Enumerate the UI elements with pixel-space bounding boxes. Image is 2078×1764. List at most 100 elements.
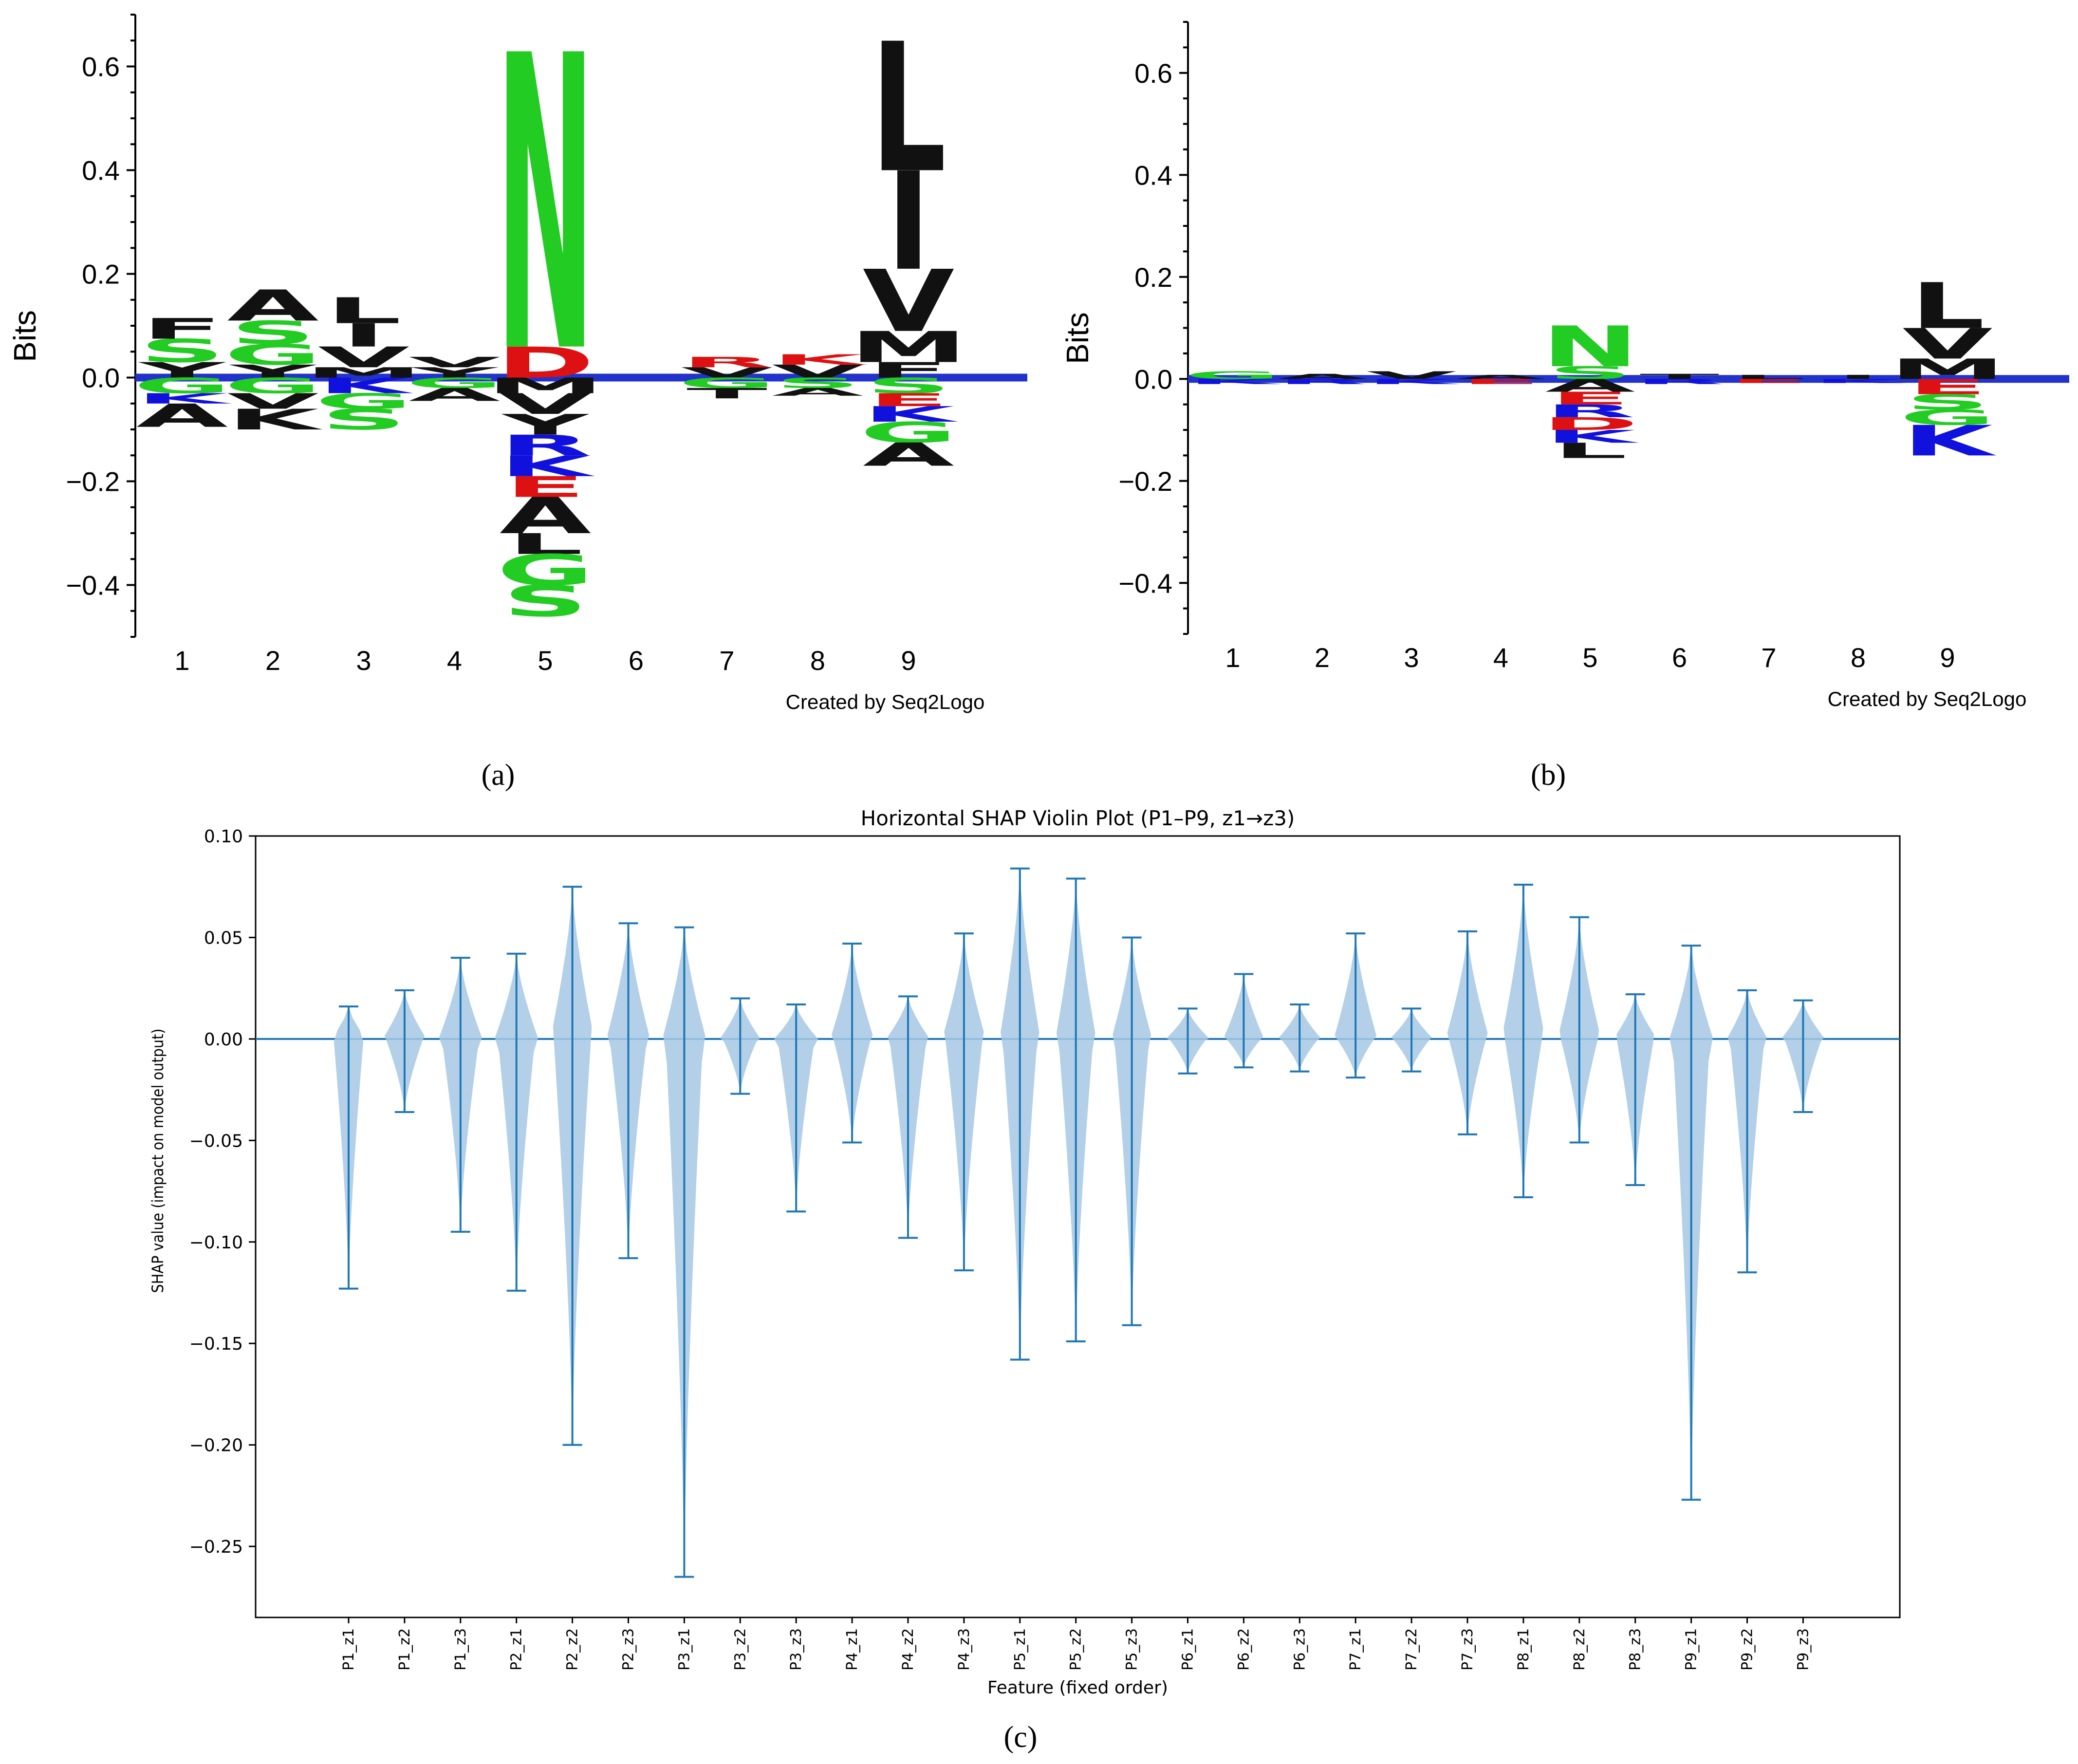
logo-letter: S <box>1548 363 1633 383</box>
logo-letter: K <box>1187 377 1281 386</box>
logo-letter: D <box>1542 414 1639 434</box>
x-tick-label: 1 <box>1225 642 1240 673</box>
logo-letter: G <box>224 373 322 398</box>
x-tick-label: P2_z1 <box>508 1628 525 1671</box>
logo-letter: S <box>230 315 315 352</box>
logo-letter: V <box>408 354 500 371</box>
logo-letter: K <box>1813 378 1908 384</box>
logo-letter: V <box>318 341 409 374</box>
logo-letter: E <box>1461 377 1541 386</box>
logo-letter: M <box>305 364 423 381</box>
logo-letter: A <box>1545 375 1635 396</box>
x-tick-label: P5_z3 <box>1124 1628 1141 1671</box>
logo-letter: G <box>224 338 322 371</box>
logo-letter: K <box>1902 417 1996 465</box>
logo-letter: A <box>772 386 863 398</box>
logo-letter: Y <box>138 358 226 383</box>
x-tick-label: P6_z2 <box>1235 1628 1252 1671</box>
logo-letter: E <box>1550 389 1630 409</box>
panel-label-c: (c) <box>1004 1721 1038 1754</box>
x-tick-label: 6 <box>629 645 644 676</box>
logo-letter: S <box>866 373 951 398</box>
logo-letter: V <box>681 364 773 381</box>
logo-letter: S <box>502 577 588 627</box>
logo-letter: V <box>1366 369 1456 381</box>
logo-letter: A <box>1277 372 1367 381</box>
x-tick-label: 8 <box>810 645 825 676</box>
y-tick-label: −0.05 <box>189 1131 243 1151</box>
x-tick-label: P9_z1 <box>1683 1628 1700 1671</box>
logo-letter: N <box>496 0 595 442</box>
x-tick-label: 9 <box>1940 642 1955 673</box>
x-tick-label: P1_z3 <box>452 1628 469 1671</box>
x-tick-label: P7_z1 <box>1347 1628 1364 1671</box>
x-tick-label: P4_z1 <box>844 1628 861 1671</box>
logo-letter: I <box>887 144 931 301</box>
logo-letter: G <box>860 416 957 449</box>
logo-letter: S <box>1906 390 1990 414</box>
logo-letter: S <box>139 333 224 370</box>
logo-letter: V <box>227 389 318 414</box>
x-tick-label: P5_z1 <box>1012 1628 1029 1671</box>
y-tick-label: 0.2 <box>1134 262 1172 293</box>
x-tick-label: 3 <box>1404 642 1419 673</box>
x-tick-label: 4 <box>447 645 462 676</box>
logo-letter: L <box>1732 374 1806 380</box>
logo-letter: L <box>871 6 946 213</box>
y-tick-label: −0.20 <box>189 1436 243 1456</box>
logo-letter: I <box>1837 374 1880 380</box>
x-tick-label: P5_z2 <box>1068 1628 1085 1671</box>
logo-letter: G <box>133 373 231 398</box>
logo-letter: K <box>500 450 595 483</box>
logo-letter: L <box>1911 270 1985 343</box>
logo-letter: R <box>681 354 772 371</box>
y-tick-label: 0.6 <box>1134 58 1172 89</box>
logo-letter: I <box>342 317 386 354</box>
logo-letter: S <box>775 375 860 391</box>
y-tick-label: 0.10 <box>204 827 243 847</box>
plot-frame <box>255 835 1901 1618</box>
logo-letter: V <box>863 252 954 352</box>
x-axis-label: Feature (fixed order) <box>987 1678 1168 1698</box>
logo-letter: L <box>1553 439 1628 463</box>
logo-letter: N <box>1541 315 1639 379</box>
y-tick-label: 0.0 <box>1134 364 1172 394</box>
logo-letter: G <box>315 389 412 414</box>
x-tick-label: P1_z1 <box>340 1628 357 1671</box>
logo-letter: R <box>500 429 591 462</box>
y-tick-label: 0.4 <box>1134 160 1172 190</box>
x-tick-label: 7 <box>719 645 734 676</box>
logo-letter: A <box>500 487 591 545</box>
y-tick-label: 0.0 <box>82 363 120 393</box>
logo-letter: T <box>686 385 767 402</box>
y-tick-label: −0.2 <box>1118 466 1172 497</box>
credit-text: Created by Seq2Logo <box>1828 687 2027 710</box>
panel-label-a: (a) <box>482 759 515 792</box>
logo-letter: Y <box>229 361 317 382</box>
x-tick-label: 6 <box>1672 642 1687 673</box>
logo-letter: M <box>850 323 967 372</box>
logo-letter: A <box>408 385 500 406</box>
y-tick-label: −0.4 <box>66 570 120 601</box>
logo-letter: E <box>505 470 586 503</box>
x-tick-label: P8_z3 <box>1627 1628 1644 1671</box>
logo-letter: V <box>772 361 863 382</box>
logo-letter: D <box>496 338 594 388</box>
y-tick-label: −0.25 <box>189 1537 243 1557</box>
x-tick-label: P6_z1 <box>1180 1628 1197 1671</box>
x-tick-label: 9 <box>901 645 916 676</box>
y-tick-label: 0.05 <box>204 928 243 948</box>
logo-letter: E <box>1908 375 1987 399</box>
logo-letter: K <box>863 402 958 427</box>
logo-letter: L <box>326 290 401 332</box>
logo-letter: R <box>1545 401 1635 422</box>
x-tick-label: P2_z3 <box>620 1628 637 1671</box>
logo-letter: A <box>863 436 954 474</box>
logo-letter: K <box>318 373 413 398</box>
logo-letter: Y <box>410 364 500 381</box>
logo-letter: R <box>1634 377 1724 386</box>
logo-letter: E <box>1729 378 1809 384</box>
y-axis-label: Bits <box>1060 312 1095 364</box>
y-tick-label: −0.10 <box>189 1233 243 1253</box>
